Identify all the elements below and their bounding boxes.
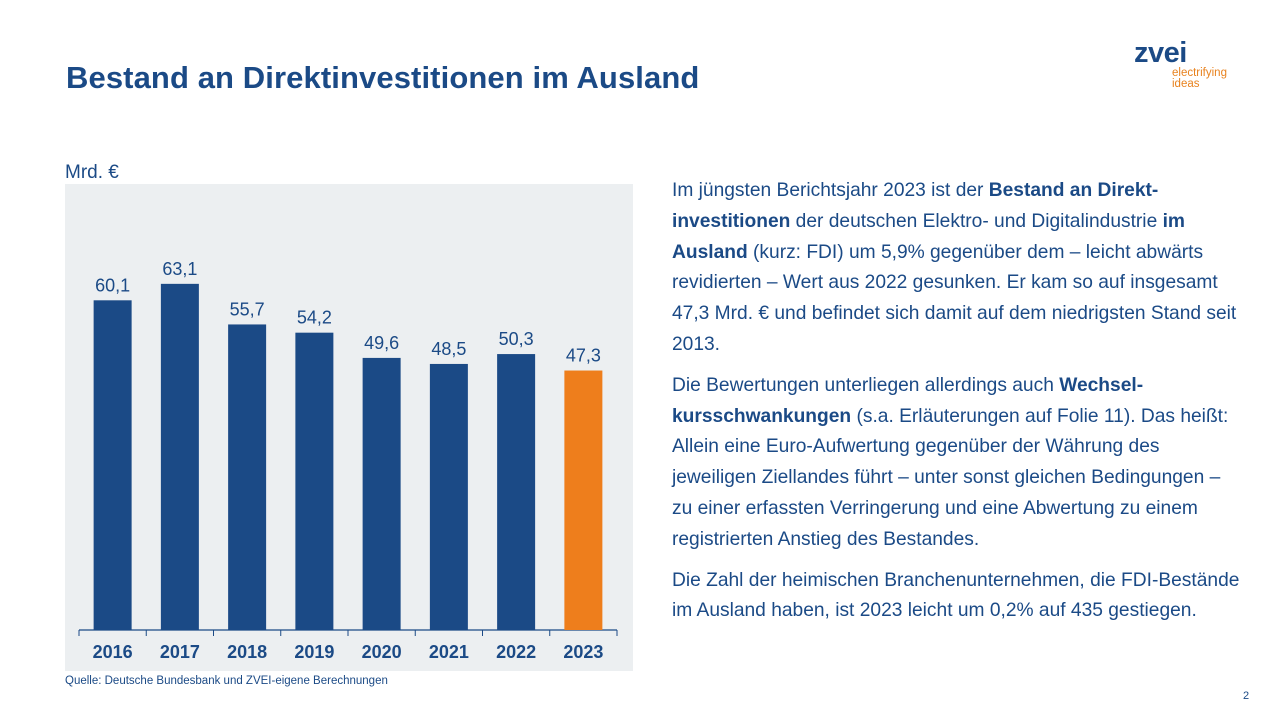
body-text-segment: (s.a. Erläuterungen auf Folie 11). Das h…	[672, 405, 1229, 550]
x-tick-label-2023: 2023	[563, 642, 603, 662]
x-tick-label-2016: 2016	[93, 642, 133, 662]
page-number: 2	[1243, 690, 1250, 702]
logo-tagline-line-2: ideas	[1172, 78, 1200, 90]
logo-wordmark: zvei	[1134, 37, 1187, 69]
chart-unit-label: Mrd. €	[65, 162, 119, 183]
x-tick-label-2020: 2020	[362, 642, 402, 662]
body-bold-text: Bestand an Direkt-investitionen	[672, 180, 1159, 232]
x-tick-label-2017: 2017	[160, 642, 200, 662]
body-text-segment: der deutschen Elektro- und Digitalindust…	[790, 210, 1163, 232]
data-label-2022: 50,3	[499, 329, 534, 349]
bar-2017	[160, 283, 199, 630]
x-tick-label-2021: 2021	[429, 642, 469, 662]
x-tick-label-2018: 2018	[227, 642, 267, 662]
bar-2019	[295, 332, 334, 630]
bar-2023	[564, 370, 603, 630]
page-title: Bestand an Direktinvestitionen im Auslan…	[66, 60, 700, 95]
data-label-2018: 55,7	[230, 299, 265, 319]
body-paragraph-2: Die Bewertungen unterliegen allerdings a…	[672, 371, 1242, 556]
body-text-segment: Im jüngsten Berichtsjahr 2023 ist der	[672, 180, 989, 201]
data-label-2021: 48,5	[431, 339, 466, 359]
data-label-2023: 47,3	[566, 346, 601, 366]
bar-2016	[93, 300, 132, 630]
body-paragraph-3: Die Zahl der heimischen Branchenunterneh…	[672, 566, 1242, 628]
data-label-2017: 63,1	[162, 259, 197, 279]
data-label-2016: 60,1	[95, 275, 130, 295]
body-text-segment: Die Bewertungen unterliegen allerdings a…	[672, 374, 1060, 396]
body-paragraph-1: Im jüngsten Berichtsjahr 2023 ist der Be…	[672, 176, 1242, 361]
bar-2021	[429, 363, 468, 630]
bar-2022	[497, 354, 536, 630]
body-text: Im jüngsten Berichtsjahr 2023 ist der Be…	[672, 176, 1242, 637]
x-tick-label-2019: 2019	[294, 642, 334, 662]
body-text-segment: Die Zahl der heimischen Branchenunterneh…	[672, 569, 1240, 622]
logo-tagline-line-1: electrifying	[1172, 67, 1227, 79]
source-note: Quelle: Deutsche Bundesbank und ZVEI-eig…	[65, 675, 388, 687]
zvei-logo: zvei electrifying ideas	[1134, 38, 1227, 90]
data-label-2020: 49,6	[364, 333, 399, 353]
body-bold-text: Wechsel-kursschwankungen	[672, 374, 1144, 427]
chart-panel: 60,1 2016 63,1 2017 55,7 2018 54,2 2019 49,6 2020…	[65, 184, 633, 671]
body-text-segment: (kurz: FDI) um 5,9% gegenüber dem – leic…	[672, 241, 1237, 355]
bar-2018	[228, 324, 267, 630]
data-label-2019: 54,2	[297, 308, 332, 328]
bar-2020	[362, 357, 401, 630]
body-bold-text: im Ausland	[672, 210, 1185, 263]
bar-chart: 60,1 2016 63,1 2017 55,7 2018 54,2 2019 49,6 2020…	[78, 259, 618, 662]
x-tick-label-2022: 2022	[496, 642, 536, 662]
